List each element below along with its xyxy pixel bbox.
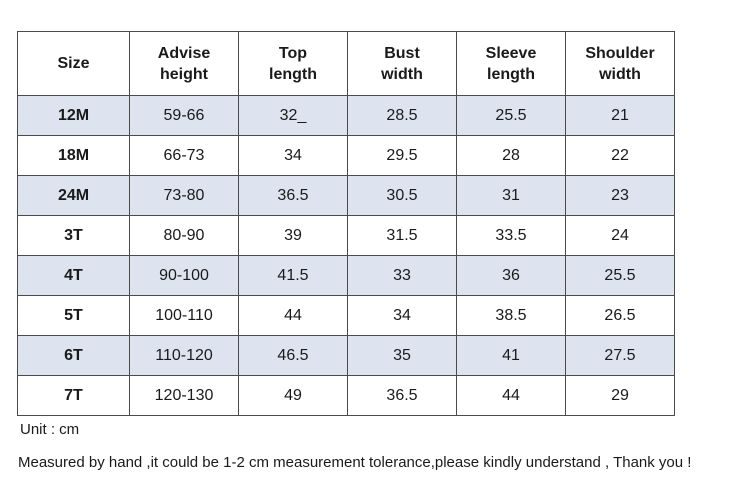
measurement-cell-sleeve-length: 25.5	[456, 95, 566, 136]
column-header-shoulder-width: Shoulder width	[565, 31, 675, 96]
table-row: 24M 73-80 36.5 30.5 31 23	[17, 175, 675, 216]
measurement-cell-sleeve-length: 31	[456, 175, 566, 216]
column-header-line: width	[381, 65, 423, 83]
measurement-cell-bust-width: 33	[347, 255, 457, 296]
measurement-cell-shoulder-width: 29	[565, 375, 675, 416]
column-header-line: Size	[57, 55, 90, 72]
column-header-line: Advise	[157, 44, 211, 62]
measurement-cell-shoulder-width: 26.5	[565, 295, 675, 336]
size-label-cell: 18M	[17, 135, 130, 176]
measurement-cell-bust-width: 28.5	[347, 95, 457, 136]
size-label-cell: 5T	[17, 295, 130, 336]
measurement-cell-top-length: 32_	[238, 95, 348, 136]
measurement-cell-shoulder-width: 25.5	[565, 255, 675, 296]
header-row: Size Advise height Top length Bust width Sleeve…	[17, 31, 675, 96]
column-header-advise-height: Advise height	[129, 31, 239, 96]
measurement-cell-sleeve-length: 28	[456, 135, 566, 176]
column-header-line: Top	[278, 44, 308, 62]
measurement-cell-shoulder-width: 24	[565, 215, 675, 256]
measurement-cell-bust-width: 35	[347, 335, 457, 376]
table-row: 4T 90-100 41.5 33 36 25.5	[17, 255, 675, 296]
measurement-cell-advise-height: 120-130	[129, 375, 239, 416]
column-header-top-length: Top length	[238, 31, 348, 96]
measurement-cell-sleeve-length: 33.5	[456, 215, 566, 256]
unit-note: Unit : cm	[20, 421, 80, 438]
size-label-cell: 6T	[17, 335, 130, 376]
column-header-line: Bust	[384, 44, 420, 62]
column-header-line: length	[269, 65, 317, 83]
measurement-cell-top-length: 49	[238, 375, 348, 416]
measurement-cell-sleeve-length: 41	[456, 335, 566, 376]
measurement-cell-top-length: 36.5	[238, 175, 348, 216]
table-row: 3T 80-90 39 31.5 33.5 24	[17, 215, 675, 256]
measurement-cell-advise-height: 59-66	[129, 95, 239, 136]
size-label-cell: 3T	[17, 215, 130, 256]
measurement-cell-bust-width: 29.5	[347, 135, 457, 176]
measurement-cell-shoulder-width: 21	[565, 95, 675, 136]
measurement-cell-advise-height: 100-110	[129, 295, 239, 336]
column-header-line: height	[160, 65, 208, 83]
measurement-cell-bust-width: 36.5	[347, 375, 457, 416]
size-chart-table: Size Advise height Top length Bust width Sleeve…	[17, 31, 675, 416]
measurement-cell-shoulder-width: 23	[565, 175, 675, 216]
measurement-cell-bust-width: 30.5	[347, 175, 457, 216]
measurement-cell-advise-height: 110-120	[129, 335, 239, 376]
measurement-cell-advise-height: 90-100	[129, 255, 239, 296]
measurement-cell-shoulder-width: 22	[565, 135, 675, 176]
column-header-size: Size	[17, 31, 130, 96]
measurement-cell-sleeve-length: 38.5	[456, 295, 566, 336]
measurement-cell-top-length: 44	[238, 295, 348, 336]
table-row: 5T 100-110 44 34 38.5 26.5	[17, 295, 675, 336]
measurement-cell-sleeve-length: 44	[456, 375, 566, 416]
size-label-cell: 24M	[17, 175, 130, 216]
column-header-line: length	[487, 65, 535, 83]
measurement-cell-bust-width: 34	[347, 295, 457, 336]
column-header-bust-width: Bust width	[347, 31, 457, 96]
measurement-cell-advise-height: 66-73	[129, 135, 239, 176]
table-row: 6T 110-120 46.5 35 41 27.5	[17, 335, 675, 376]
tolerance-note: Measured by hand ,it could be 1-2 cm mea…	[18, 454, 692, 471]
table-row: 7T 120-130 49 36.5 44 29	[17, 375, 675, 416]
measurement-cell-shoulder-width: 27.5	[565, 335, 675, 376]
table-body: 12M 59-66 32_ 28.5 25.5 21 18M 66-73 34 29.5 28 22 2…	[17, 95, 675, 416]
table-header: Size Advise height Top length Bust width Sleeve…	[17, 31, 675, 96]
measurement-cell-top-length: 46.5	[238, 335, 348, 376]
column-header-line: width	[599, 65, 641, 83]
measurement-cell-top-length: 41.5	[238, 255, 348, 296]
measurement-cell-advise-height: 80-90	[129, 215, 239, 256]
size-label-cell: 12M	[17, 95, 130, 136]
column-header-line: Shoulder	[585, 44, 655, 62]
table-row: 12M 59-66 32_ 28.5 25.5 21	[17, 95, 675, 136]
size-label-cell: 7T	[17, 375, 130, 416]
column-header-sleeve-length: Sleeve length	[456, 31, 566, 96]
measurement-cell-advise-height: 73-80	[129, 175, 239, 216]
measurement-cell-top-length: 39	[238, 215, 348, 256]
measurement-cell-bust-width: 31.5	[347, 215, 457, 256]
measurement-cell-top-length: 34	[238, 135, 348, 176]
column-header-line: Sleeve	[485, 44, 537, 62]
size-label-cell: 4T	[17, 255, 130, 296]
table-row: 18M 66-73 34 29.5 28 22	[17, 135, 675, 176]
measurement-cell-sleeve-length: 36	[456, 255, 566, 296]
